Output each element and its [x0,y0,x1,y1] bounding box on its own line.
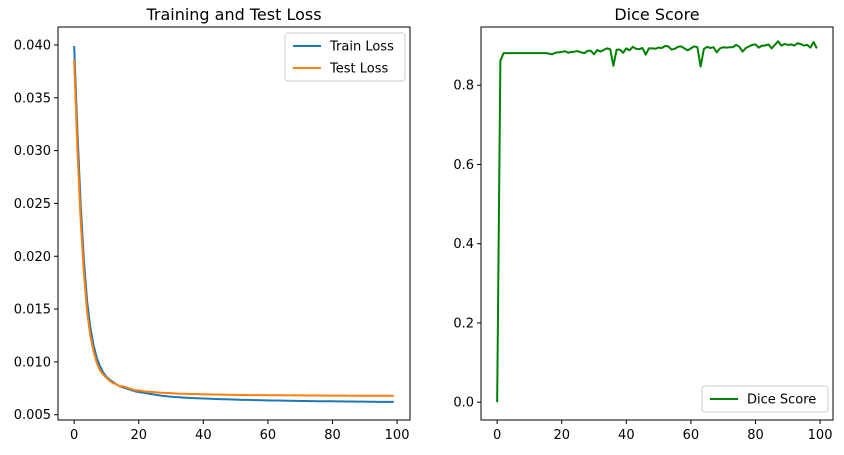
series-line-test-loss [73,59,394,397]
dice-chart-panel: Dice Score 0 20 40 60 80 100 0.0 0.2 0.4 0.6 0.8 Dic… [453,5,834,443]
y-tick-label: 0.8 [453,79,474,94]
x-tick-label: 80 [747,428,764,443]
series-line-dice-score [496,40,818,403]
x-tick-label: 0 [493,428,501,443]
y-tick-label: 0.030 [14,144,51,159]
x-tick-label: 20 [130,428,147,443]
loss-chart-panel: Training and Test Loss 0 20 40 60 80 100 0.005 0… [14,5,411,443]
series-line-train-loss [73,45,394,403]
legend-label: Dice Score [747,393,816,408]
y-tick-label: 0.4 [453,237,474,252]
x-tick-label: 20 [553,428,570,443]
y-tick-label: 0.6 [453,158,474,173]
x-tick-label: 60 [683,428,700,443]
y-tick-label: 0.015 [14,303,51,318]
axes-frame [57,26,411,421]
y-tick-label: 0.2 [453,316,474,331]
y-tick-label: 0.0 [453,396,474,411]
legend-label: Train Loss [329,40,394,55]
chart-title: Dice Score [614,5,699,24]
x-tick-label: 100 [808,428,833,443]
x-tick-label: 40 [195,428,212,443]
x-tick-label: 0 [70,428,78,443]
x-tick-label: 60 [260,428,277,443]
y-tick-label: 0.040 [14,38,51,53]
chart-title: Training and Test Loss [145,5,321,24]
legend-box [701,385,829,413]
legend-label: Test Loss [329,62,388,77]
axes-frame [480,26,834,421]
y-tick-label: 0.025 [14,197,51,212]
y-tick-label: 0.005 [14,408,51,423]
x-tick-label: 40 [618,428,635,443]
y-tick-label: 0.035 [14,91,51,106]
x-tick-label: 80 [324,428,341,443]
x-tick-label: 100 [385,428,410,443]
y-tick-label: 0.010 [14,355,51,370]
y-tick-label: 0.020 [14,250,51,265]
